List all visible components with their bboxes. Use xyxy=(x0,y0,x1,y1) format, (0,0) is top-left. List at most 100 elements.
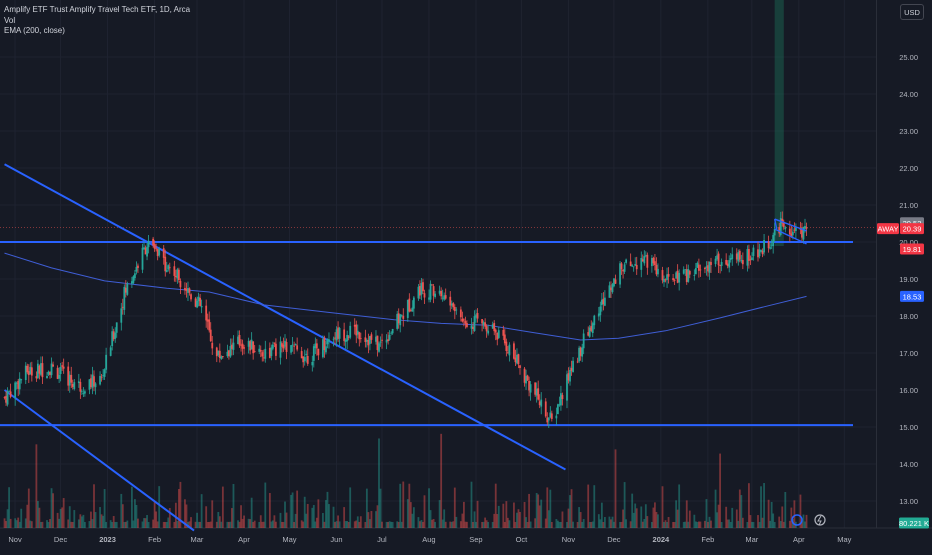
candle-body xyxy=(450,303,453,306)
candle-body xyxy=(217,350,220,356)
volume-bar xyxy=(400,521,403,528)
candle-body xyxy=(315,343,318,349)
volume-bar xyxy=(591,521,594,528)
candle-body xyxy=(40,363,42,375)
price-axis[interactable]: 25.00 24.00 23.00 22.00 21.00 20.00 19.00 18.00… xyxy=(899,53,918,506)
volume-bar xyxy=(335,521,338,528)
candle-body xyxy=(37,363,39,378)
volume-bar xyxy=(516,512,518,528)
candle-body xyxy=(196,300,198,308)
volume-bar xyxy=(597,514,600,528)
volume-bar xyxy=(725,506,728,528)
candle-body xyxy=(556,404,559,415)
candle-body xyxy=(788,228,791,235)
candle-body xyxy=(165,270,168,273)
volume-bar xyxy=(240,505,242,528)
candle-body xyxy=(135,266,138,272)
indicator-vol[interactable]: Vol xyxy=(4,15,16,25)
price-tick-label: 25.00 xyxy=(899,53,918,62)
volume-bar xyxy=(751,521,753,528)
candle-body xyxy=(516,354,518,364)
volume-bar xyxy=(250,497,253,528)
candle-body xyxy=(719,265,722,266)
candle-body xyxy=(137,265,139,268)
candle-body xyxy=(378,343,380,352)
volume-bar xyxy=(343,507,346,528)
candle-body xyxy=(749,259,752,261)
volume-bar xyxy=(294,513,297,528)
candle-body xyxy=(470,325,473,329)
candle-body xyxy=(561,395,564,400)
volume-bar xyxy=(317,499,320,528)
currency-button[interactable]: USD xyxy=(900,4,924,20)
volume-bar xyxy=(132,520,135,528)
volume-bar xyxy=(52,493,54,528)
candle-body xyxy=(381,339,383,341)
volume-bar xyxy=(312,505,315,528)
volume-bar xyxy=(654,502,656,528)
volume-bar xyxy=(353,521,356,528)
candle-body xyxy=(400,314,403,316)
candle-body xyxy=(152,238,155,246)
volume-bar xyxy=(443,509,446,528)
candle-body xyxy=(325,346,327,353)
chart-title[interactable]: Amplify ETF Trust Amplify Travel Tech ET… xyxy=(4,5,191,14)
volume-bar xyxy=(271,520,274,528)
candle-body xyxy=(613,278,615,287)
volume-bar xyxy=(779,521,782,528)
candle-body xyxy=(358,332,361,340)
volume-bar xyxy=(176,520,179,528)
candle-body xyxy=(375,336,377,342)
candle-body xyxy=(502,329,505,336)
candle-body xyxy=(784,227,787,230)
candle-body xyxy=(285,342,288,352)
volume-bar xyxy=(328,504,330,528)
volume-bar xyxy=(432,518,435,528)
candle-body xyxy=(760,249,762,252)
candle-body xyxy=(312,346,315,361)
candle-body xyxy=(804,225,806,229)
volume-bar xyxy=(215,521,218,528)
volume-bar xyxy=(141,521,144,528)
candle-body xyxy=(587,332,590,336)
volume-bar xyxy=(228,521,230,528)
volume-bar xyxy=(578,507,581,528)
candle-body xyxy=(156,249,159,257)
trendlines[interactable] xyxy=(0,163,853,532)
candle-body xyxy=(14,382,17,398)
time-tick-label: 2023 xyxy=(99,535,116,544)
bull-flag-drawing[interactable] xyxy=(773,218,807,245)
indicator-ema[interactable]: EMA (200, close) xyxy=(4,26,65,35)
candle-body xyxy=(657,268,659,275)
candle-body xyxy=(300,351,303,359)
volume-bar xyxy=(419,521,421,528)
candle-body xyxy=(629,261,632,267)
volume-bar xyxy=(434,521,436,528)
volume-bar xyxy=(262,521,265,528)
candle-body xyxy=(735,253,738,260)
candle-body xyxy=(130,281,133,284)
candle-body xyxy=(576,361,579,363)
volume-bar xyxy=(697,521,700,528)
volume-bar xyxy=(620,521,623,528)
descending-trendline xyxy=(3,389,195,532)
time-axis[interactable]: Nov Dec 2023 Feb Mar Apr May Jun Jul Aug Sep Oct Nov… xyxy=(8,535,851,544)
volume-bar xyxy=(237,520,239,528)
volume-bar xyxy=(364,522,367,528)
candle-body xyxy=(666,274,668,280)
volume-bar xyxy=(525,517,527,528)
candle-body xyxy=(6,391,9,405)
volume-bar xyxy=(323,521,326,528)
volume-bar xyxy=(455,516,458,528)
volume-bar xyxy=(70,521,73,528)
candle-body xyxy=(173,266,176,276)
candle-body xyxy=(184,287,186,291)
candle-body xyxy=(473,316,476,331)
candle-body xyxy=(770,244,773,246)
volume-bar xyxy=(431,519,433,528)
volume-bar xyxy=(693,514,696,528)
volume-bar xyxy=(737,520,740,528)
volume-bar xyxy=(402,481,405,528)
candle-body xyxy=(153,243,156,249)
